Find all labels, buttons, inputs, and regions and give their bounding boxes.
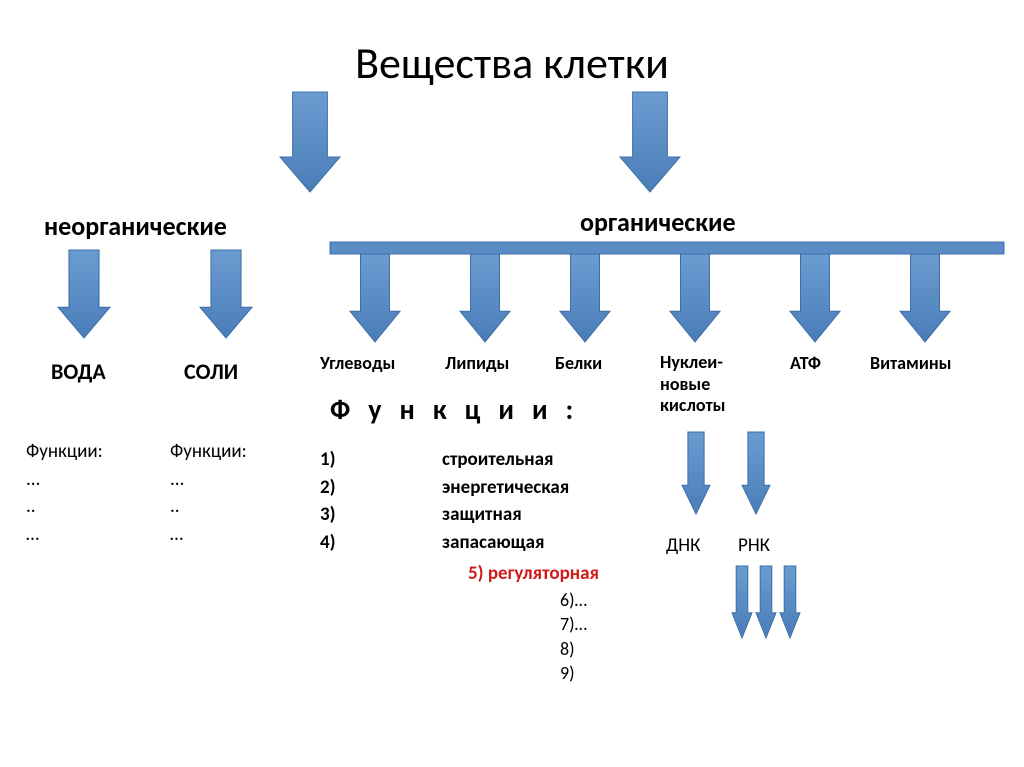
inorganic-child-1: СОЛИ	[184, 358, 238, 385]
organic-child-3: Нуклеи- новые кислоты	[660, 352, 760, 417]
func-n-4: 4)	[320, 529, 336, 557]
func-i-1: строительная	[442, 446, 569, 474]
functions-block-0-l2: ..	[26, 495, 36, 518]
func-c-9: 9)	[560, 661, 587, 685]
nucleic-dnk: ДНК	[666, 532, 700, 560]
functions-heading: Функции:	[330, 392, 591, 427]
func-i-2: энергетическая	[442, 474, 569, 502]
functions-block-0-label: Функции:	[26, 440, 103, 463]
func-n-3: 3)	[320, 501, 336, 529]
organic-child-5: Витамины	[870, 352, 952, 374]
functions-block-1-l3: …	[170, 523, 183, 546]
organic-child-4: АТФ	[790, 352, 821, 374]
inorganic-child-0: ВОДА	[51, 358, 106, 385]
functions-block-0-l3: …	[26, 523, 39, 546]
func-c-8: 8)	[560, 637, 587, 661]
diagram-svg	[0, 0, 1024, 767]
func-highlight: 5) регуляторная	[468, 562, 599, 585]
organic-child-3-line3: кислоты	[660, 394, 725, 416]
func-c-7: 7)…	[560, 612, 587, 636]
functions-block-1-label: Функции:	[170, 440, 247, 463]
functions-block-0-l1: ...	[26, 468, 40, 491]
func-n-1: 1)	[320, 446, 336, 474]
func-i-4: запасающая	[442, 529, 569, 557]
functions-block-1-l2: ..	[170, 495, 180, 518]
functions-block-1-l1: ...	[170, 468, 184, 491]
nucleic-rnk: РНК	[738, 532, 770, 560]
functions-block-0: Функции: ... .. …	[26, 438, 103, 548]
inorganic-label: неорганические	[44, 210, 227, 242]
organic-child-1: Липиды	[445, 352, 509, 374]
func-continued: 6)… 7)… 8) 9)	[560, 588, 587, 685]
organic-label: органические	[580, 206, 736, 238]
func-numbers: 1) 2) 3) 4)	[320, 446, 336, 556]
organic-child-3-line2: новые	[660, 373, 710, 395]
functions-block-1: Функции: ... .. …	[170, 438, 247, 548]
func-c-6: 6)…	[560, 588, 587, 612]
func-items: строительная энергетическая защитная зап…	[442, 446, 569, 556]
func-i-3: защитная	[442, 501, 569, 529]
organic-child-0: Углеводы	[320, 352, 395, 374]
func-n-2: 2)	[320, 474, 336, 502]
organic-child-2: Белки	[555, 352, 602, 374]
organic-child-3-line1: Нуклеи-	[660, 351, 723, 373]
